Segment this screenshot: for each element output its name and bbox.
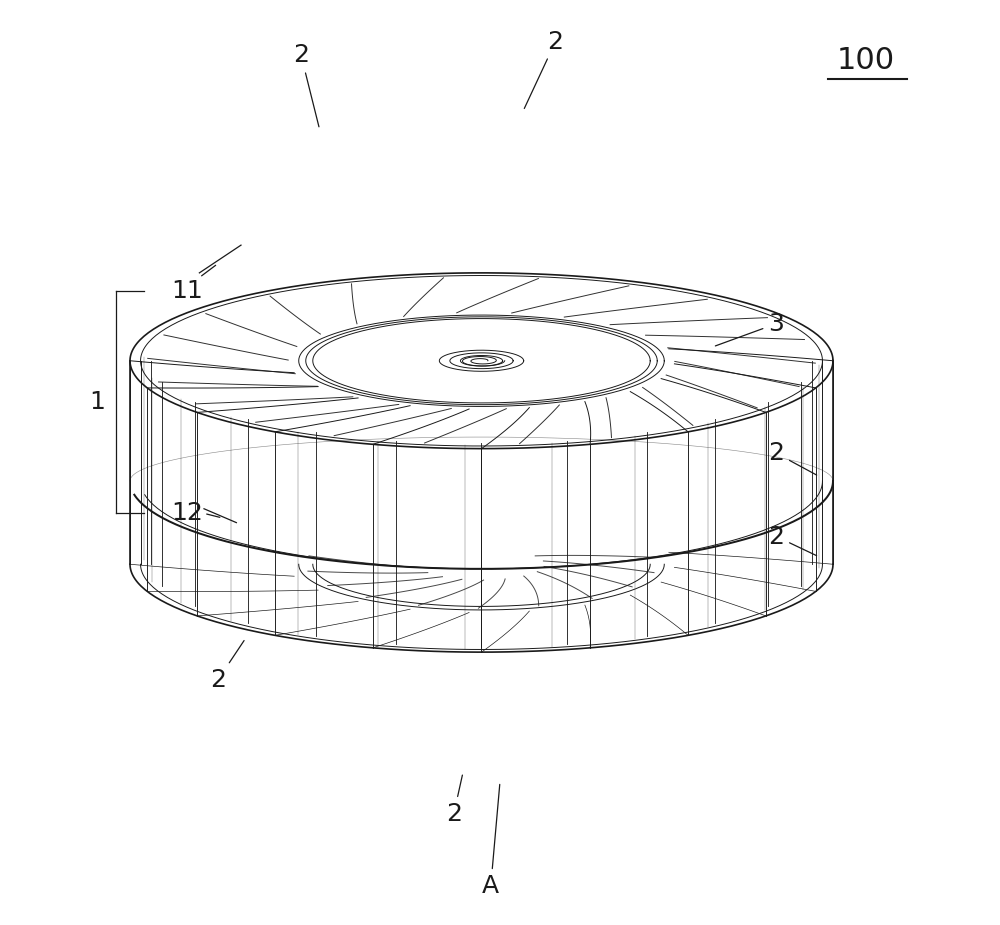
Text: 11: 11	[172, 279, 203, 303]
Text: A: A	[482, 784, 500, 898]
Text: 1: 1	[90, 390, 106, 414]
Text: 3: 3	[715, 312, 784, 346]
Text: 2: 2	[293, 43, 319, 127]
Text: 2: 2	[524, 30, 564, 108]
Text: 100: 100	[836, 45, 894, 75]
Text: 2: 2	[446, 775, 462, 826]
Text: 12: 12	[172, 501, 204, 525]
Text: 2: 2	[768, 441, 817, 475]
Text: 2: 2	[768, 524, 817, 556]
Text: 2: 2	[210, 640, 244, 692]
